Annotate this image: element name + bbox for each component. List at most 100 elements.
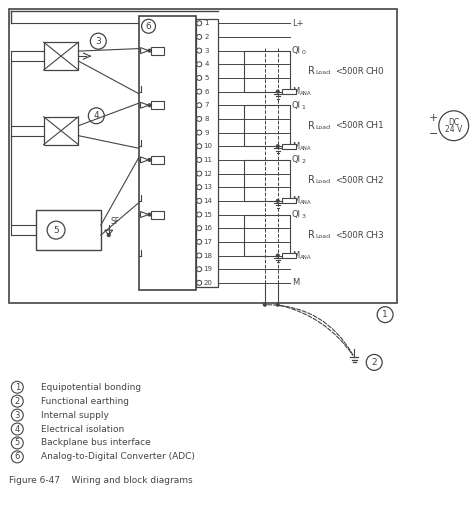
Circle shape xyxy=(276,254,279,257)
Text: 3: 3 xyxy=(15,410,20,420)
Text: 2: 2 xyxy=(301,160,306,165)
Circle shape xyxy=(197,239,202,244)
Text: 5: 5 xyxy=(204,75,209,81)
Polygon shape xyxy=(141,102,148,108)
Text: Load: Load xyxy=(316,70,331,75)
Text: 15: 15 xyxy=(203,211,212,217)
Circle shape xyxy=(276,90,279,93)
Circle shape xyxy=(197,35,202,40)
Text: 9: 9 xyxy=(204,130,209,136)
Text: Load: Load xyxy=(316,125,331,130)
Bar xyxy=(151,156,164,164)
Circle shape xyxy=(197,199,202,203)
Text: ANA: ANA xyxy=(300,146,311,151)
Circle shape xyxy=(11,451,23,463)
Circle shape xyxy=(197,185,202,189)
Circle shape xyxy=(197,75,202,80)
Text: −: − xyxy=(429,129,438,139)
Circle shape xyxy=(142,19,155,33)
Circle shape xyxy=(276,303,279,306)
Text: <500R: <500R xyxy=(336,121,364,130)
Text: 0: 0 xyxy=(301,50,306,55)
Text: 3: 3 xyxy=(95,37,101,46)
Bar xyxy=(244,160,290,201)
Circle shape xyxy=(197,144,202,149)
Text: 17: 17 xyxy=(203,239,212,245)
Circle shape xyxy=(88,108,104,124)
Circle shape xyxy=(377,307,393,323)
Bar xyxy=(151,210,164,218)
Circle shape xyxy=(197,280,202,285)
Text: 11: 11 xyxy=(203,157,212,163)
Text: ANA: ANA xyxy=(300,255,311,260)
Text: CH1: CH1 xyxy=(365,121,384,130)
Text: Ql: Ql xyxy=(292,155,301,165)
Text: Load: Load xyxy=(316,179,331,184)
Text: 3: 3 xyxy=(204,48,209,53)
Text: ANA: ANA xyxy=(300,91,311,96)
Bar xyxy=(282,144,296,149)
Circle shape xyxy=(276,145,279,148)
Bar xyxy=(44,42,78,70)
Text: CH2: CH2 xyxy=(365,176,384,185)
Text: 12: 12 xyxy=(203,171,212,177)
Text: 3: 3 xyxy=(301,214,306,219)
Text: Ql: Ql xyxy=(292,210,301,219)
Bar xyxy=(282,199,296,203)
Text: 4: 4 xyxy=(204,61,209,67)
Text: 4: 4 xyxy=(15,425,20,433)
Text: 20: 20 xyxy=(203,280,212,286)
Text: SF: SF xyxy=(111,217,120,226)
Text: M: M xyxy=(292,197,299,205)
Bar xyxy=(44,117,78,145)
Circle shape xyxy=(107,234,110,237)
Text: 1: 1 xyxy=(301,105,306,110)
Text: Load: Load xyxy=(316,234,331,239)
Text: 5: 5 xyxy=(15,438,20,448)
Circle shape xyxy=(197,130,202,135)
Bar xyxy=(244,105,290,146)
Text: 1: 1 xyxy=(15,383,20,392)
Circle shape xyxy=(148,104,151,107)
Circle shape xyxy=(439,111,469,141)
Text: 6: 6 xyxy=(15,453,20,461)
Text: R: R xyxy=(308,121,314,131)
Text: 5: 5 xyxy=(53,226,59,235)
Text: Backplane bus interface: Backplane bus interface xyxy=(41,438,151,448)
Circle shape xyxy=(148,49,151,52)
Circle shape xyxy=(11,409,23,421)
Circle shape xyxy=(276,199,279,202)
Text: Ql: Ql xyxy=(292,101,301,110)
Text: Functional earthing: Functional earthing xyxy=(41,397,129,406)
Text: Equipotential bonding: Equipotential bonding xyxy=(41,383,141,392)
Text: <500R: <500R xyxy=(336,231,364,240)
Polygon shape xyxy=(141,157,148,163)
Text: R: R xyxy=(308,66,314,76)
Text: +: + xyxy=(429,113,438,123)
Bar xyxy=(151,47,164,54)
Circle shape xyxy=(197,62,202,67)
Text: 18: 18 xyxy=(203,252,212,259)
Circle shape xyxy=(148,213,151,216)
Text: 10: 10 xyxy=(203,143,212,149)
Text: CH0: CH0 xyxy=(365,67,384,76)
Polygon shape xyxy=(141,48,148,53)
Text: 8: 8 xyxy=(204,116,209,122)
Circle shape xyxy=(197,253,202,258)
Circle shape xyxy=(197,157,202,163)
Bar xyxy=(244,214,290,256)
Circle shape xyxy=(197,226,202,231)
Circle shape xyxy=(366,355,382,370)
Text: Analog-to-Digital Converter (ADC): Analog-to-Digital Converter (ADC) xyxy=(41,453,195,461)
Text: 2: 2 xyxy=(371,358,377,367)
Bar xyxy=(282,253,296,258)
Circle shape xyxy=(11,395,23,407)
Text: 2: 2 xyxy=(15,397,20,406)
Circle shape xyxy=(197,89,202,94)
Circle shape xyxy=(197,267,202,272)
Text: 14: 14 xyxy=(203,198,212,204)
Circle shape xyxy=(197,21,202,26)
Text: 16: 16 xyxy=(203,225,212,231)
Bar xyxy=(138,16,196,290)
Circle shape xyxy=(148,158,151,162)
